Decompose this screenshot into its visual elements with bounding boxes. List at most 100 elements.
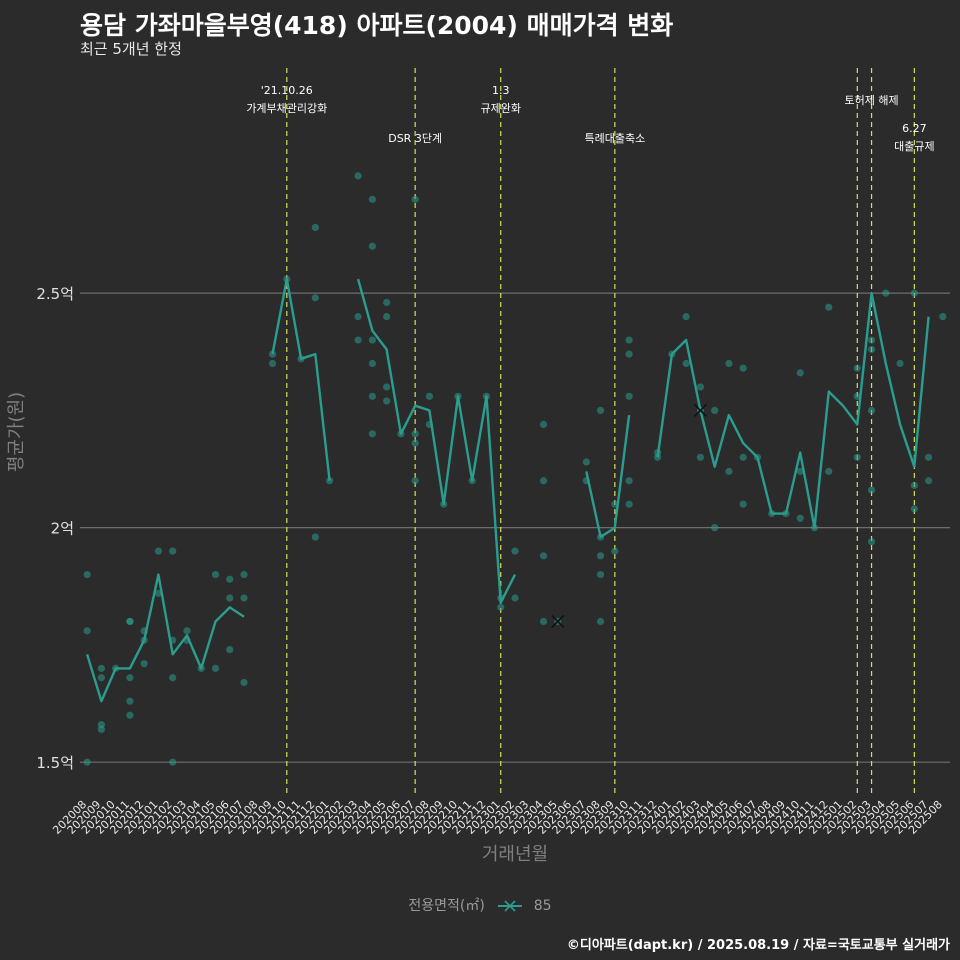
event-label: 규제완화 [480,102,520,115]
y-tick-label: 1.5억 [36,754,74,772]
transaction-point [682,359,690,368]
transaction-point [425,392,434,400]
series-line-segment [356,278,517,604]
event-label: '21.10.26 [261,84,313,97]
transaction-point [368,195,376,203]
transaction-point [383,312,391,321]
transaction-point [226,646,234,654]
transaction-point [354,312,362,321]
transaction-point [126,674,134,682]
legend-key-icon [498,900,523,912]
transaction-point [625,350,633,358]
chart-subtitle: 최근 5개년 한정 [80,40,182,58]
transaction-point [625,392,633,400]
transaction-point [411,430,419,438]
transaction-point [682,312,690,321]
transaction-point [867,406,876,414]
transaction-point [411,439,419,447]
transaction-point [825,303,833,311]
transaction-point [896,359,904,368]
event-label: 6.27 [902,122,927,135]
grid-lines [80,292,950,763]
transaction-point [596,617,605,626]
transaction-point [711,406,719,414]
series-line-segment [585,414,631,539]
transaction-point [83,758,91,766]
transaction-point [611,547,619,555]
transaction-point [925,453,933,461]
transaction-point [354,172,362,180]
transaction-point [596,552,605,560]
transaction-point [853,453,861,461]
transaction-point [383,397,391,405]
transaction-point [539,420,548,429]
transaction-point [796,369,804,377]
transaction-point [169,758,177,766]
transaction-point [169,547,177,555]
transaction-point [383,298,391,307]
legend-entry-85: 85 [533,898,552,914]
transaction-point [83,570,91,579]
transaction-point [625,336,633,344]
transaction-point [853,364,861,372]
transaction-point [368,392,376,400]
transaction-point [882,289,890,297]
transaction-point [240,594,248,602]
transaction-point [596,406,605,414]
transaction-point [211,570,220,579]
series-line-segment [656,291,930,529]
transaction-point [910,505,918,513]
transaction-point [97,674,105,682]
transaction-point [625,477,633,485]
transaction-point [368,242,376,250]
legend-title: 전용면적(㎡) [408,898,485,914]
isolated-x-marker [693,403,707,417]
transaction-point [867,336,876,344]
transaction-point [311,294,319,302]
transaction-point [725,359,733,368]
event-label: 대출규제 [894,140,934,153]
x-axis-title: 거래년월 [482,844,548,865]
transaction-point [154,547,163,555]
transaction-point [411,195,419,203]
transaction-point [226,575,234,583]
transaction-point [97,725,105,733]
transaction-point [311,533,319,541]
transaction-point [169,674,177,682]
transaction-point [939,312,947,321]
transaction-point [539,617,548,626]
y-tick-label: 2.5억 [36,285,74,303]
transaction-point [511,547,519,555]
transaction-point [97,664,105,672]
event-label: 가계부채관리강화 [246,102,327,115]
transaction-point [511,594,519,602]
transaction-point [368,336,376,344]
average-price-line [85,277,930,703]
transaction-point [183,627,191,635]
source-caption: ©디아파트(dapt.kr) / 2025.08.19 / 자료=국토교통부 실… [566,938,950,953]
x-tick-labels: 2020082020092020102020112020122021012021… [50,798,945,837]
transaction-point [539,552,548,560]
transaction-point [796,514,804,522]
event-label: 토허제 해제 [845,93,899,107]
transaction-point [354,336,362,344]
transaction-point [582,458,590,466]
transaction-point [368,359,376,368]
transaction-point [140,660,148,668]
legend: 전용면적(㎡) 85 [0,895,960,915]
series-line-segment [85,573,245,703]
transaction-point [268,359,277,368]
series-line-segment [271,277,331,481]
transaction-point [211,664,220,672]
transaction-point [325,477,334,485]
transaction-point [796,467,804,475]
isolated-x-marker [551,614,565,629]
transaction-point [596,570,605,579]
transaction-point [126,617,134,626]
transaction-point [696,383,705,391]
transaction-point [240,678,248,687]
event-label: 특례대출축소 [584,132,645,145]
transaction-point [240,570,248,579]
y-axis-title: 평균가(원) [6,392,27,472]
